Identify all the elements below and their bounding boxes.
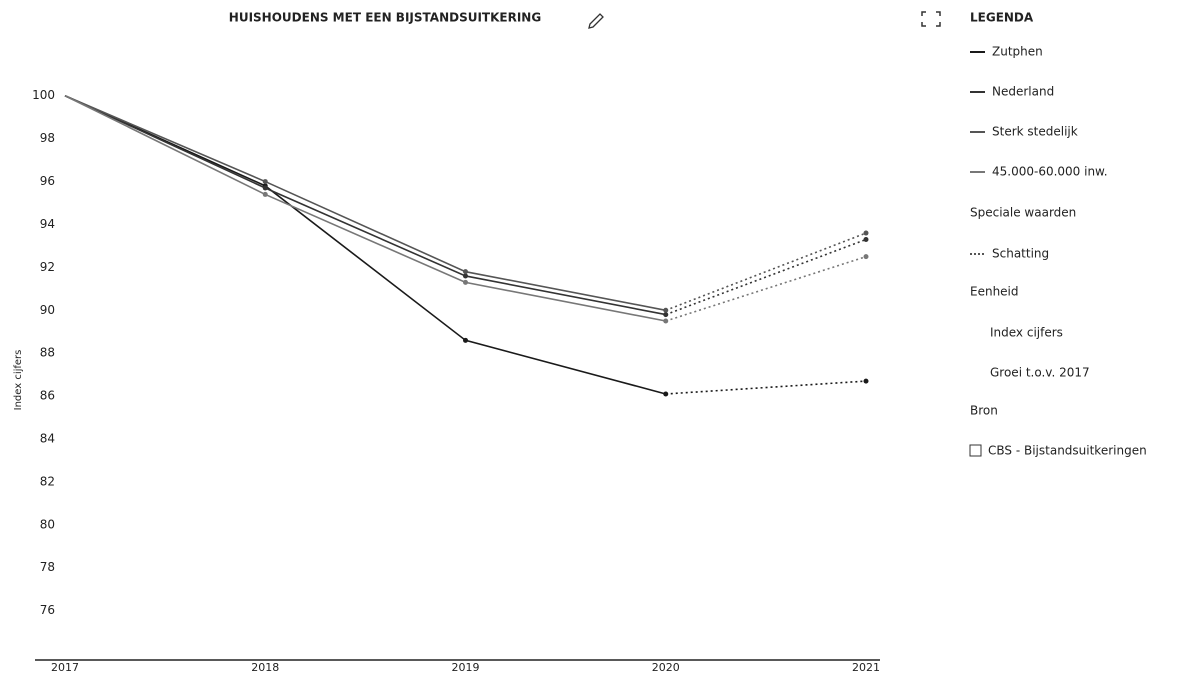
y-axis-label: Index cijfers [13,350,24,411]
point [863,230,869,236]
point [863,254,869,260]
point [262,179,268,185]
estimate-line [665,232,867,312]
edit-icon[interactable] [588,13,604,29]
legend-heading: Eenheid [970,285,1019,299]
y-tick-label: 96 [40,174,55,188]
line [64,95,666,312]
unit-option[interactable]: Index cijfers [990,326,1063,340]
line [64,95,666,395]
y-tick-label: 84 [40,432,55,446]
legend-title: LEGENDA [970,11,1034,25]
point [262,191,268,197]
point [262,185,268,191]
legend-entry: Zutphen [992,45,1043,59]
y-tick-label: 94 [40,217,55,231]
legend-entry: Schatting [992,247,1049,261]
chart-title: HUISHOUDENS MET EEN BIJSTANDSUITKERING [229,11,541,25]
point [463,279,468,285]
y-tick-label: 100 [32,88,55,102]
point [463,269,468,275]
source-icon [969,444,982,457]
y-tick-label: 80 [40,517,55,531]
x-tick-label: 2019 [452,661,480,674]
point [663,318,669,324]
expand-icon[interactable] [921,11,941,27]
point [863,378,869,384]
y-tick-label: 98 [40,131,55,145]
estimate-line [665,238,867,316]
unit-option[interactable]: Groei t.o.v. 2017 [990,366,1090,380]
estimate-line [665,255,867,322]
point [663,312,669,318]
legend-heading: Bron [970,404,998,418]
x-tick-label: 2017 [51,661,79,674]
y-tick-label: 90 [40,303,55,317]
point [463,337,468,343]
y-tick-label: 82 [40,474,55,488]
legend-heading: Speciale waarden [970,206,1076,220]
legend-entry: Sterk stedelijk [992,125,1078,139]
estimate-line [665,380,867,395]
x-tick-label: 2020 [652,661,680,674]
y-tick-label: 92 [40,260,55,274]
point [663,391,669,397]
line [64,95,666,322]
point [463,273,468,279]
y-tick-label: 78 [40,560,55,574]
y-tick-label: 88 [40,346,55,360]
line [64,95,666,316]
point [863,236,869,242]
source-link[interactable]: CBS - Bijstandsuitkeringen [988,444,1147,458]
x-tick-label: 2018 [251,661,279,674]
x-tick-label: 2021 [852,661,880,674]
point [663,307,669,313]
y-tick-label: 76 [40,603,55,617]
legend-entry: Nederland [992,85,1054,99]
y-tick-label: 86 [40,389,55,403]
legend-entry: 45.000-60.000 inw. [992,165,1108,179]
